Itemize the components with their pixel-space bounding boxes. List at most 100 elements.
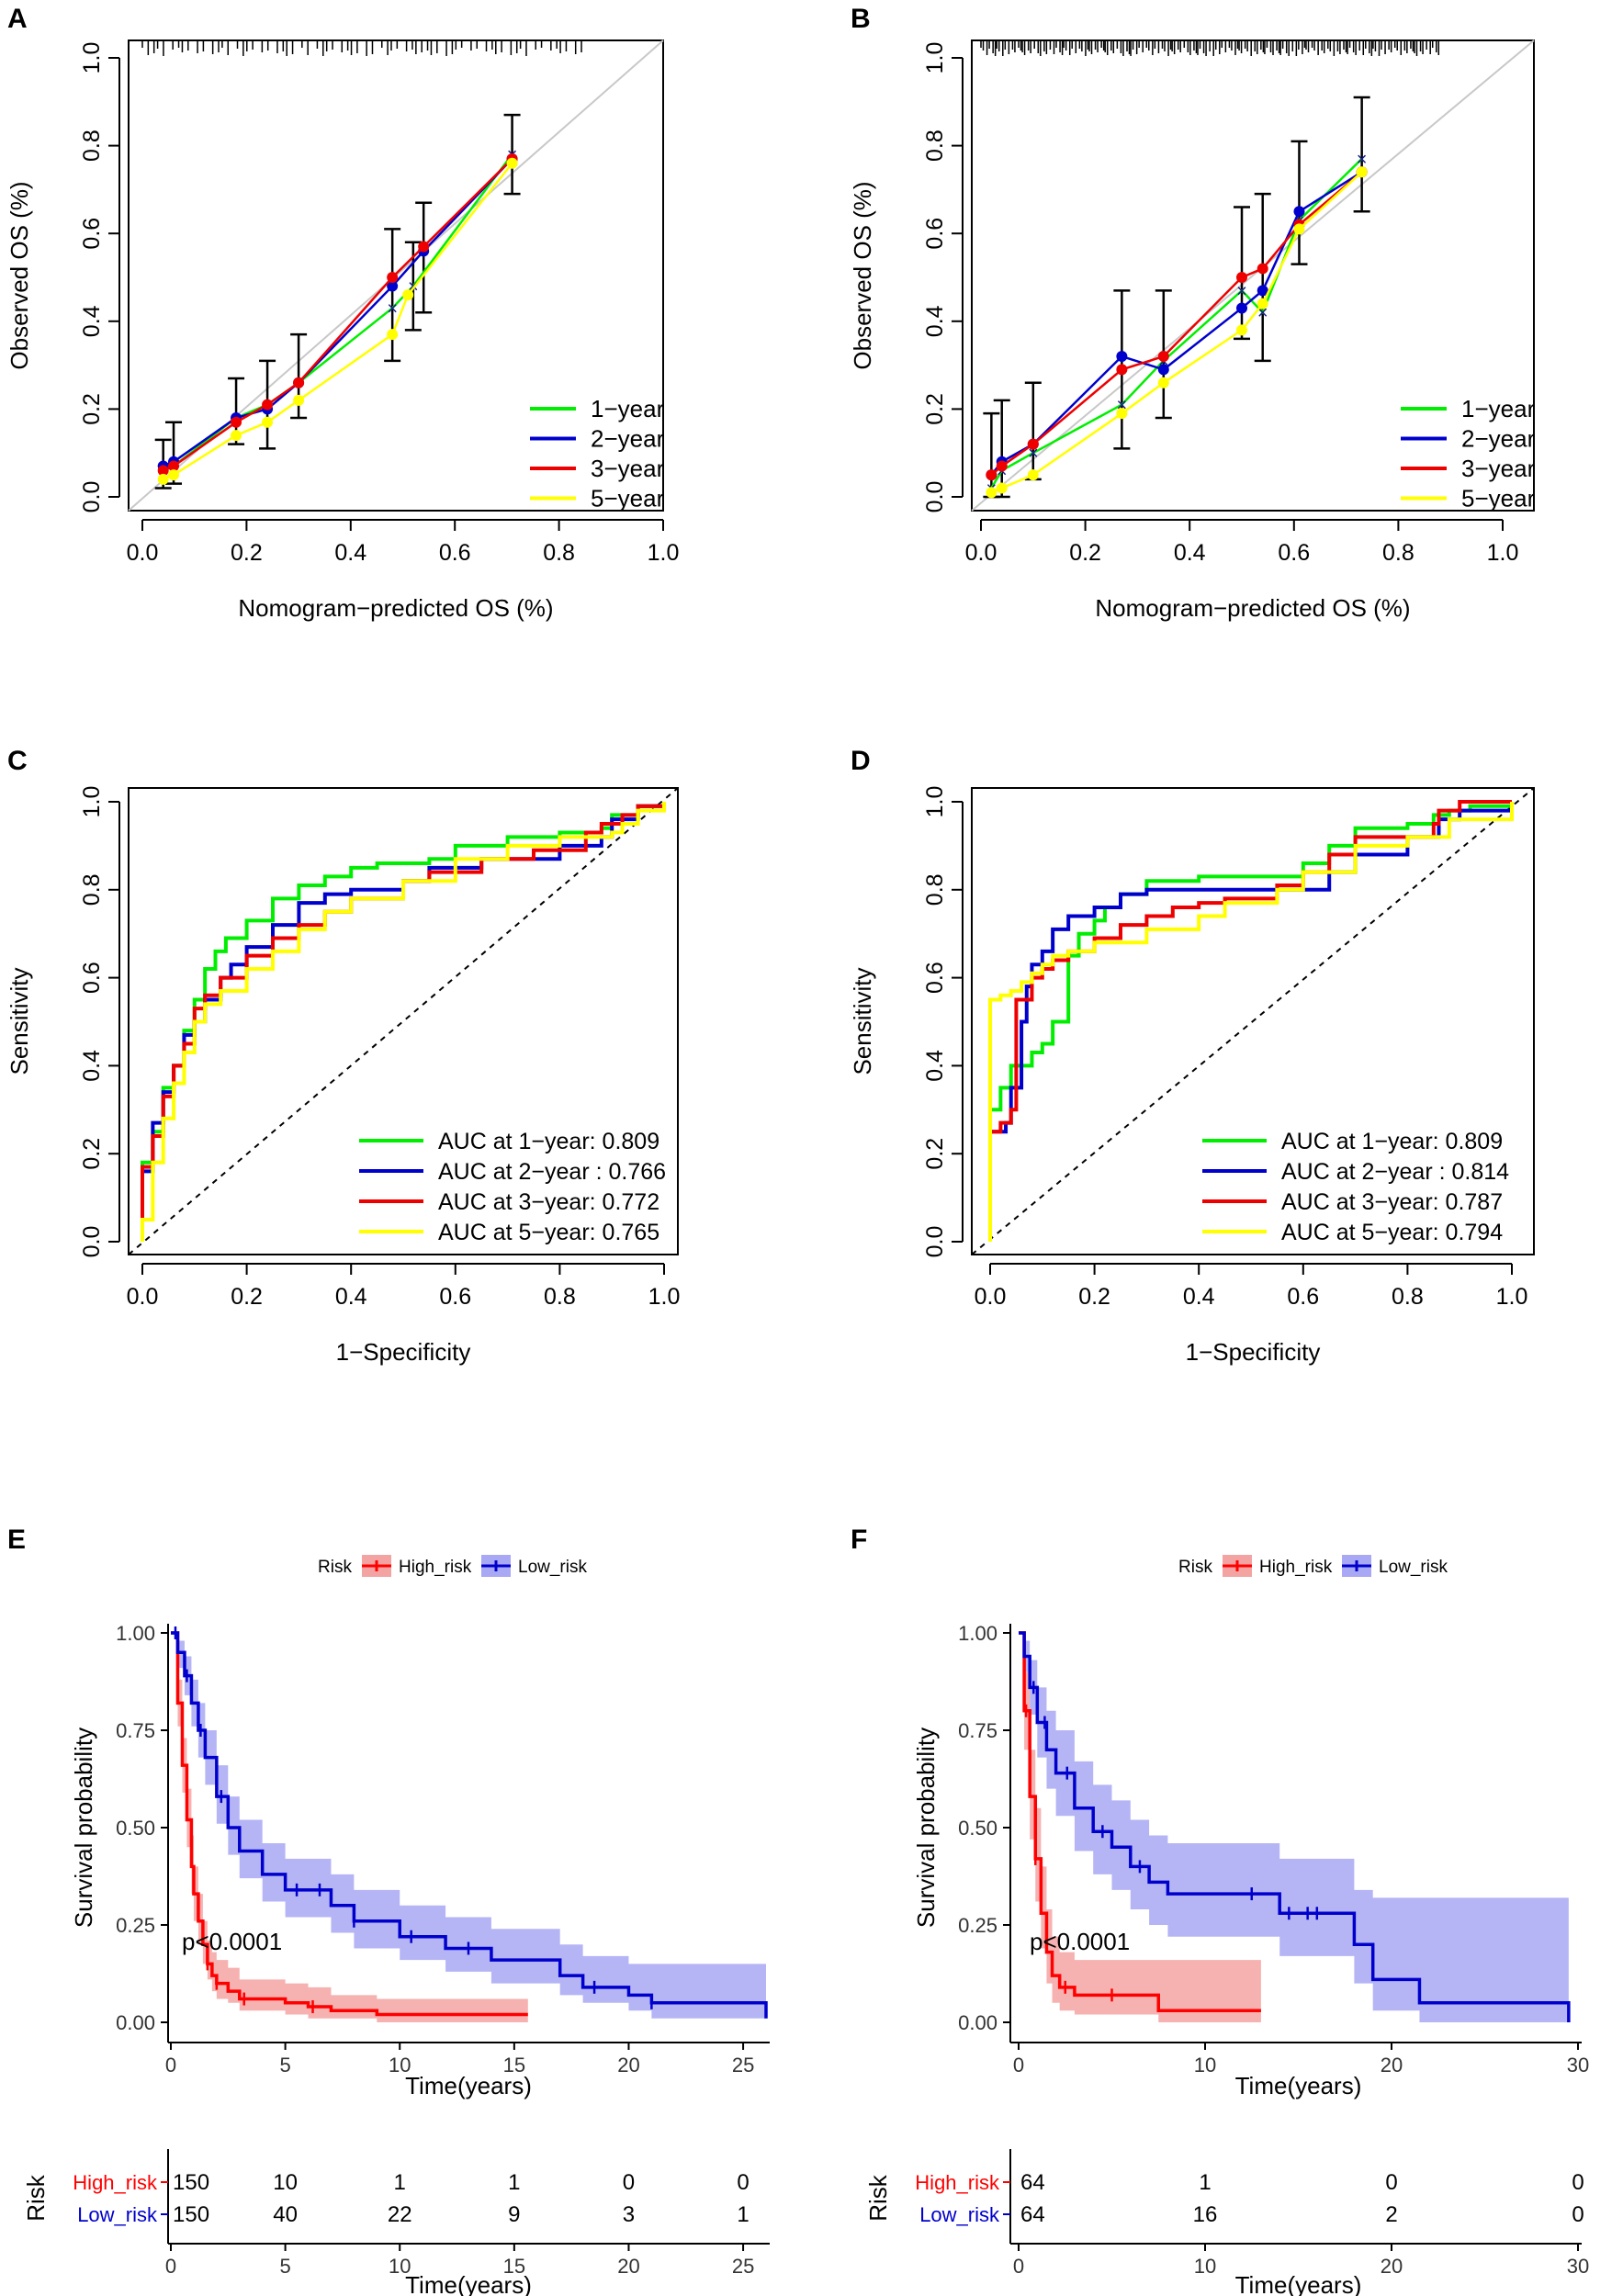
x-tick-label: 1.0 xyxy=(648,1284,681,1310)
calibration-plot-A: 0.0 0.2 0.4 0.6 0.8 1.0 0.0 0.2 0.4 0.6 0.8 1.0 Nomo… xyxy=(6,39,679,622)
x-tick-label: 0.6 xyxy=(439,1284,471,1310)
rug-marks xyxy=(141,40,582,56)
survival-curve-1 xyxy=(1019,1631,1261,2013)
data-point xyxy=(1116,351,1128,363)
panel-letter-E: E xyxy=(7,1525,26,1555)
y-tick-label: 0.50 xyxy=(958,1817,997,1840)
legend-label-2: AUC at 2−year : 0.814 xyxy=(1281,1159,1509,1185)
data-point-x: × xyxy=(387,298,398,319)
p-value: p<0.0001 xyxy=(182,1928,282,1955)
panel-letter-F: F xyxy=(851,1525,867,1555)
y-tick-label: 0.75 xyxy=(116,1719,155,1742)
panel-letter-C: C xyxy=(7,746,28,776)
y-axis-title: Observed OS (%) xyxy=(849,181,876,369)
y-axis-title: Survival probability xyxy=(912,1728,940,1928)
chance-diagonal xyxy=(971,787,1535,1255)
calibration-plot-B: 0.0 0.2 0.4 0.6 0.8 1.0 0.0 0.2 0.4 0.6 0.8 1.0 Nomo… xyxy=(849,39,1536,622)
risk-count: 1 xyxy=(1199,2170,1211,2195)
legend-label-2: AUC at 2−year : 0.766 xyxy=(438,1159,666,1185)
data-point xyxy=(262,416,274,428)
x-tick-label: 0.0 xyxy=(127,540,159,566)
x-tick-label: 1.0 xyxy=(1487,540,1519,566)
legend-title: Risk xyxy=(1178,1558,1212,1577)
x-tick-label: 0.8 xyxy=(543,540,575,566)
risk-table-title: Risk xyxy=(864,2174,892,2222)
y-tick-label: 0.4 xyxy=(922,1050,948,1082)
rug-marks xyxy=(980,40,1440,56)
y-tick-label: 0.0 xyxy=(79,481,105,513)
legend-title: Risk xyxy=(318,1558,352,1577)
y-tick-label: 0.6 xyxy=(79,218,105,250)
legend-label-4: AUC at 5−year: 0.794 xyxy=(1281,1220,1503,1245)
data-point-x: × xyxy=(1257,303,1268,323)
risk-count: 10 xyxy=(273,2170,298,2195)
plot-frame xyxy=(971,787,1535,1255)
risk-x-tick-label: 10 xyxy=(1194,2255,1216,2278)
x-axis-title: Nomogram−predicted OS (%) xyxy=(1095,594,1410,622)
x-tick-label: 0.8 xyxy=(544,1284,576,1310)
y-tick-label: 0.6 xyxy=(922,962,948,994)
risk-count: 150 xyxy=(173,2170,209,2195)
risk-count: 64 xyxy=(1020,2202,1045,2227)
risk-count: 22 xyxy=(388,2202,412,2227)
x-axis-title: 1−Specificity xyxy=(1186,1338,1321,1366)
x-tick-label: 0.6 xyxy=(1278,540,1310,566)
legend-label-4: AUC at 5−year: 0.765 xyxy=(438,1220,659,1245)
data-point xyxy=(996,460,1008,472)
y-tick-label: 0.25 xyxy=(958,1914,997,1937)
data-point-x: × xyxy=(1117,396,1128,416)
data-point xyxy=(1257,298,1268,310)
x-tick-label: 0.8 xyxy=(1392,1284,1424,1310)
risk-x-tick-label: 15 xyxy=(503,2255,525,2278)
data-point xyxy=(402,289,414,301)
data-point-x: × xyxy=(1236,281,1247,301)
data-point xyxy=(1257,263,1268,275)
data-point xyxy=(157,473,169,485)
y-tick-label: 1.00 xyxy=(116,1622,155,1645)
data-point xyxy=(1236,302,1247,314)
x-tick-label: 0.0 xyxy=(965,540,997,566)
legend-label-4: 5−year xyxy=(1461,485,1536,512)
y-tick-label: 0.2 xyxy=(922,1138,948,1170)
roc-curve-3 xyxy=(141,802,666,1242)
y-tick-label: 0.50 xyxy=(116,1817,155,1840)
risk-count: 0 xyxy=(1572,2170,1584,2195)
y-tick-label: 0.0 xyxy=(79,1226,105,1258)
legend-label-1: AUC at 1−year: 0.809 xyxy=(1281,1129,1503,1154)
x-axis-title: Time(years) xyxy=(405,2072,532,2099)
data-point xyxy=(1236,272,1247,283)
legend-label-1: AUC at 1−year: 0.809 xyxy=(438,1129,659,1154)
x-axis-title: 1−Specificity xyxy=(336,1338,471,1366)
data-point xyxy=(157,465,169,477)
x-tick-label: 0.4 xyxy=(335,1284,367,1310)
plot-frame xyxy=(971,39,1535,512)
data-point-x: × xyxy=(1028,444,1039,464)
plot-frame xyxy=(128,787,679,1255)
data-point xyxy=(1257,285,1268,297)
risk-count: 3 xyxy=(623,2202,635,2227)
y-tick-label: 0.4 xyxy=(79,1050,105,1082)
y-tick-label: 0.8 xyxy=(922,129,948,162)
y-tick-label: 0.6 xyxy=(922,218,948,250)
x-axis-title: Nomogram−predicted OS (%) xyxy=(238,594,553,622)
risk-count: 9 xyxy=(508,2202,520,2227)
y-tick-label: 0.2 xyxy=(79,393,105,425)
chance-diagonal xyxy=(128,787,679,1255)
x-tick-label: 0.4 xyxy=(334,540,366,566)
risk-x-tick-label: 10 xyxy=(389,2255,411,2278)
x-tick-label: 0.0 xyxy=(975,1284,1007,1310)
data-point xyxy=(1236,324,1247,336)
data-point xyxy=(1293,206,1305,218)
data-point xyxy=(1157,351,1169,363)
data-point xyxy=(387,280,399,292)
y-axis-title: Survival probability xyxy=(70,1728,97,1928)
data-point xyxy=(293,377,305,388)
x-tick-label: 0.6 xyxy=(439,540,471,566)
y-tick-label: 1.0 xyxy=(922,786,948,818)
risk-row-label-1: High_risk xyxy=(915,2171,1000,2194)
risk-x-tick-label: 30 xyxy=(1567,2255,1589,2278)
y-axis-title: Observed OS (%) xyxy=(6,181,33,369)
x-tick-label: 0.4 xyxy=(1174,540,1206,566)
data-point xyxy=(387,329,399,341)
